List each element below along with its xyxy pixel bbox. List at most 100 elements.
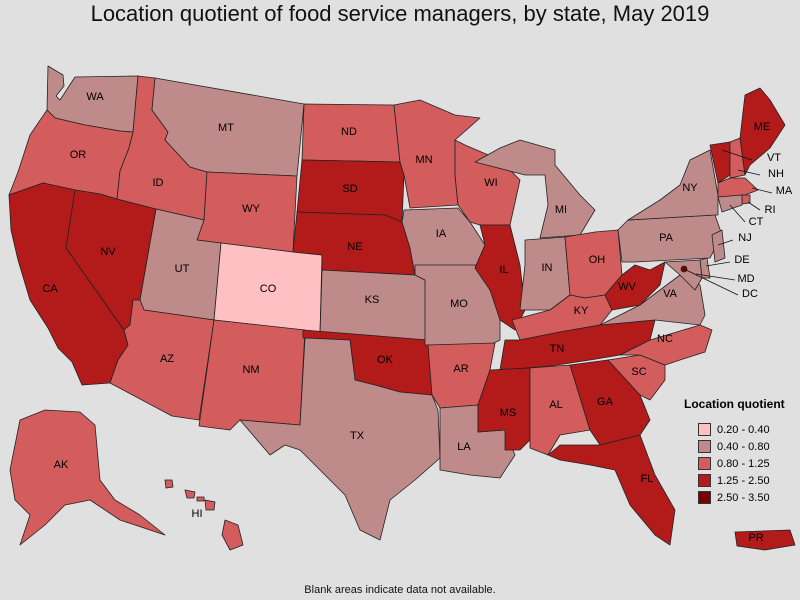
legend-swatch xyxy=(698,491,711,504)
state-label-IN: IN xyxy=(542,262,553,274)
state-NC[interactable] xyxy=(619,324,713,366)
state-VA[interactable] xyxy=(599,274,706,326)
leader-CT xyxy=(729,204,746,223)
state-label-IA: IA xyxy=(436,228,447,240)
state-MI[interactable] xyxy=(474,139,596,239)
state-label-VA: VA xyxy=(663,288,678,300)
state-label-MO: MO xyxy=(450,298,468,310)
state-label-ID: ID xyxy=(153,177,164,189)
state-label-WI: WI xyxy=(484,177,497,189)
state-PR[interactable] xyxy=(734,529,796,551)
state-label-NM: NM xyxy=(242,364,259,376)
leader-DC xyxy=(683,268,739,296)
state-label-NY: NY xyxy=(682,182,698,194)
state-MA[interactable] xyxy=(717,177,759,198)
state-NJ[interactable] xyxy=(711,229,726,263)
legend: Location quotient 0.20 - 0.40 0.40 - 0.80… xyxy=(684,397,800,506)
state-MD[interactable] xyxy=(664,259,703,291)
state-label-MN: MN xyxy=(415,154,432,166)
leader-MA xyxy=(751,187,773,194)
state-label-AK: AK xyxy=(54,459,69,471)
legend-label: 1.25 - 2.50 xyxy=(717,474,770,487)
state-AK[interactable] xyxy=(9,409,166,546)
legend-item: 1.25 - 2.50 xyxy=(684,472,800,489)
legend-item: 2.50 - 3.50 xyxy=(684,489,800,506)
state-label-AR: AR xyxy=(453,363,468,375)
leader-MD xyxy=(695,273,736,281)
leader-DE xyxy=(705,261,731,267)
state-label-OR: OR xyxy=(70,149,87,161)
island-HI-kauai xyxy=(164,479,174,489)
state-label-KS: KS xyxy=(365,294,380,306)
legend-swatch xyxy=(698,457,711,470)
leader-VT xyxy=(721,149,753,161)
state-label-CO: CO xyxy=(260,283,277,295)
state-FL[interactable] xyxy=(547,434,676,546)
legend-swatch xyxy=(698,474,711,487)
state-label-NJ: NJ xyxy=(738,232,751,244)
state-label-GA: GA xyxy=(597,396,614,408)
state-label-WV: WV xyxy=(618,281,636,293)
state-label-DC: DC xyxy=(742,288,758,300)
state-label-AZ: AZ xyxy=(160,353,174,365)
legend-label: 2.50 - 3.50 xyxy=(717,491,770,504)
state-label-TN: TN xyxy=(550,343,565,355)
state-TX[interactable] xyxy=(239,337,441,541)
legend-label: 0.40 - 0.80 xyxy=(717,440,770,453)
state-label-FL: FL xyxy=(641,473,654,485)
state-label-ME: ME xyxy=(754,121,771,133)
state-label-DE: DE xyxy=(734,254,749,266)
leader-NH xyxy=(737,169,761,176)
state-label-NE: NE xyxy=(347,241,362,253)
state-label-KY: KY xyxy=(574,305,589,317)
state-label-MD: MD xyxy=(737,273,754,285)
state-label-MS: MS xyxy=(500,407,517,419)
state-label-RI: RI xyxy=(765,204,776,216)
legend-label: 0.80 - 1.25 xyxy=(717,457,770,470)
state-label-SC: SC xyxy=(631,366,646,378)
state-label-WA: WA xyxy=(86,91,104,103)
state-label-NH: NH xyxy=(768,168,784,180)
state-label-ND: ND xyxy=(341,126,357,138)
state-label-IL: IL xyxy=(499,264,508,276)
leader-RI xyxy=(747,201,761,211)
state-label-SD: SD xyxy=(342,183,357,195)
state-label-PA: PA xyxy=(659,232,674,244)
state-MT[interactable] xyxy=(151,77,305,177)
legend-item: 0.40 - 0.80 xyxy=(684,438,800,455)
state-label-CA: CA xyxy=(42,283,58,295)
state-label-MT: MT xyxy=(218,122,234,134)
state-label-HI: HI xyxy=(192,508,203,520)
state-label-MA: MA xyxy=(776,185,793,197)
state-AZ[interactable] xyxy=(109,299,215,421)
state-label-CT: CT xyxy=(749,216,764,228)
state-NY[interactable] xyxy=(627,149,719,221)
island-HI-molokai xyxy=(196,496,205,502)
island-HI-oahu xyxy=(184,489,196,499)
state-label-PR: PR xyxy=(748,532,763,544)
map-title: Location quotient of food service manage… xyxy=(90,1,710,26)
state-label-NV: NV xyxy=(100,246,116,258)
legend-swatch xyxy=(698,440,711,453)
state-label-VT: VT xyxy=(767,152,781,164)
leader-NJ xyxy=(717,239,734,246)
state-HI[interactable] xyxy=(221,519,244,551)
legend-swatch xyxy=(698,423,711,436)
legend-label: 0.20 - 0.40 xyxy=(717,423,770,436)
state-label-UT: UT xyxy=(175,263,190,275)
legend-title: Location quotient xyxy=(684,397,785,411)
footnote: Blank areas indicate data not available. xyxy=(304,584,496,596)
state-CT[interactable] xyxy=(717,194,743,213)
state-label-LA: LA xyxy=(457,441,471,453)
legend-item: 0.20 - 0.40 xyxy=(684,421,800,438)
state-label-OK: OK xyxy=(377,354,394,366)
state-IL[interactable] xyxy=(474,224,526,331)
state-label-NC: NC xyxy=(657,333,673,345)
state-label-WY: WY xyxy=(242,203,260,215)
state-label-MI: MI xyxy=(555,204,567,216)
state-label-OH: OH xyxy=(589,254,606,266)
state-label-TX: TX xyxy=(350,430,365,442)
state-label-AL: AL xyxy=(549,399,562,411)
legend-item: 0.80 - 1.25 xyxy=(684,455,800,472)
